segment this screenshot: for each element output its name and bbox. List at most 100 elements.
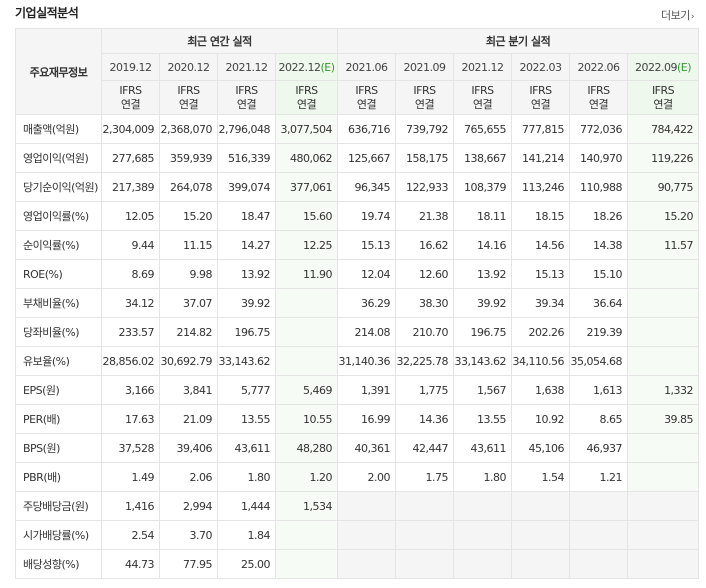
table-cell: 196.75	[453, 317, 513, 347]
table-cell: 214.82	[159, 317, 218, 347]
table-cell: 10.55	[274, 404, 339, 434]
table-cell	[511, 549, 571, 579]
table-cell: 138,667	[453, 143, 513, 173]
table-cell: 1,775	[395, 375, 455, 405]
period-label: 2021.12	[225, 60, 269, 74]
period-header: 2021.12	[453, 53, 513, 81]
table-cell: 2,368,070	[159, 114, 218, 144]
table-row: 매출액(억원) 2,304,009 2,368,070 2,796,048 3,077,…	[15, 114, 700, 144]
table-cell: 28,856.02	[101, 346, 160, 376]
consolidation-type: 연결	[588, 97, 609, 111]
period-label: 2022.03	[519, 60, 563, 74]
table-cell: 18.26	[569, 201, 629, 231]
table-cell: 277,685	[101, 143, 160, 173]
table-cell: 10.92	[511, 404, 571, 434]
table-cell	[511, 520, 571, 550]
table-cell	[337, 520, 397, 550]
table-cell: 13.92	[217, 259, 276, 289]
consolidation-type: 연결	[530, 97, 551, 111]
table-cell: 516,339	[217, 143, 276, 173]
table-cell	[395, 491, 455, 521]
table-cell: 2,304,009	[101, 114, 160, 144]
table-cell: 44.73	[101, 549, 160, 579]
table-cell: 11.90	[274, 259, 339, 289]
table-cell: 43,611	[217, 433, 276, 463]
table-cell: 15.20	[159, 201, 218, 231]
table-cell: 30,692.79	[159, 346, 218, 376]
more-link[interactable]: 더보기›	[661, 7, 695, 23]
table-row: EPS(원) 3,166 3,841 5,777 5,469 1,391 1,775 1,56…	[15, 375, 700, 405]
row-label: 당기순이익(억원)	[15, 172, 102, 202]
table-cell: 46,937	[569, 433, 629, 463]
table-cell: 777,815	[511, 114, 571, 144]
table-cell: 34,110.56	[511, 346, 571, 376]
period-label: 2022.12	[278, 60, 321, 74]
table-cell: 21.38	[395, 201, 455, 231]
period-label: 2022.06	[577, 60, 621, 74]
accounting-standard: IFRS	[529, 83, 552, 97]
chevron-right-icon: ›	[690, 12, 695, 22]
table-cell: 17.63	[101, 404, 160, 434]
table-cell	[627, 433, 700, 463]
table-cell: 36.29	[337, 288, 397, 318]
period-header: 2022.12(E)	[274, 53, 339, 81]
quarter-group-header: 최근 분기 실적	[337, 28, 700, 54]
table-cell: 9.44	[101, 230, 160, 260]
table-cell: 34.12	[101, 288, 160, 318]
table-cell: 217,389	[101, 172, 160, 202]
table-cell: 12.05	[101, 201, 160, 231]
table-cell: 2,994	[159, 491, 218, 521]
accounting-type-header: IFRS 연결	[395, 80, 455, 115]
table-cell: 1.80	[453, 462, 513, 492]
accounting-standard: IFRS	[177, 83, 200, 97]
table-cell: 12.04	[337, 259, 397, 289]
period-header: 2022.03	[511, 53, 571, 81]
accounting-standard: IFRS	[295, 83, 318, 97]
table-cell: 739,792	[395, 114, 455, 144]
table-cell: 42,447	[395, 433, 455, 463]
table-row: 부채비율(%) 34.12 37.07 39.92 36.29 38.30 39.92 39.…	[15, 288, 700, 318]
consolidation-type: 연결	[120, 97, 141, 111]
consolidation-type: 연결	[414, 97, 435, 111]
accounting-standard: IFRS	[651, 83, 675, 97]
row-label: 매출액(억원)	[15, 114, 102, 144]
table-cell: 11.57	[627, 230, 700, 260]
table-cell: 45,106	[511, 433, 571, 463]
table-cell	[395, 549, 455, 579]
table-cell: 15.60	[274, 201, 339, 231]
accounting-standard: IFRS	[471, 83, 494, 97]
table-cell	[337, 491, 397, 521]
table-cell: 33,143.62	[453, 346, 513, 376]
table-cell: 196.75	[217, 317, 276, 347]
table-cell: 2,796,048	[217, 114, 276, 144]
table-cell: 765,655	[453, 114, 513, 144]
row-label: 유보율(%)	[15, 346, 102, 376]
table-cell: 8.69	[101, 259, 160, 289]
period-header: 2021.06	[337, 53, 397, 81]
table-cell: 3,166	[101, 375, 160, 405]
row-label: PBR(배)	[15, 462, 102, 492]
period-label: 2022.09	[635, 60, 678, 74]
table-cell	[274, 288, 339, 318]
consolidation-type: 연결	[356, 97, 377, 111]
table-cell: 40,361	[337, 433, 397, 463]
row-label: PER(배)	[15, 404, 102, 434]
table-cell	[569, 491, 629, 521]
table-cell: 48,280	[274, 433, 339, 463]
table-cell: 1.21	[569, 462, 629, 492]
table-cell: 1,567	[453, 375, 513, 405]
table-cell: 96,345	[337, 172, 397, 202]
table-cell: 140,970	[569, 143, 629, 173]
table-cell: 1.49	[101, 462, 160, 492]
row-label: 시가배당률(%)	[15, 520, 102, 550]
table-cell: 202.26	[511, 317, 571, 347]
table-cell: 2.00	[337, 462, 397, 492]
table-row: BPS(원) 37,528 39,406 43,611 48,280 40,361 42,4…	[15, 433, 700, 463]
table-cell	[337, 549, 397, 579]
table-row: PER(배) 17.63 21.09 13.55 10.55 16.99 14.36 13.5…	[15, 404, 700, 434]
table-cell: 636,716	[337, 114, 397, 144]
accounting-type-header: IFRS 연결	[511, 80, 571, 115]
table-cell: 3.70	[159, 520, 218, 550]
table-cell: 38.30	[395, 288, 455, 318]
table-cell: 21.09	[159, 404, 218, 434]
